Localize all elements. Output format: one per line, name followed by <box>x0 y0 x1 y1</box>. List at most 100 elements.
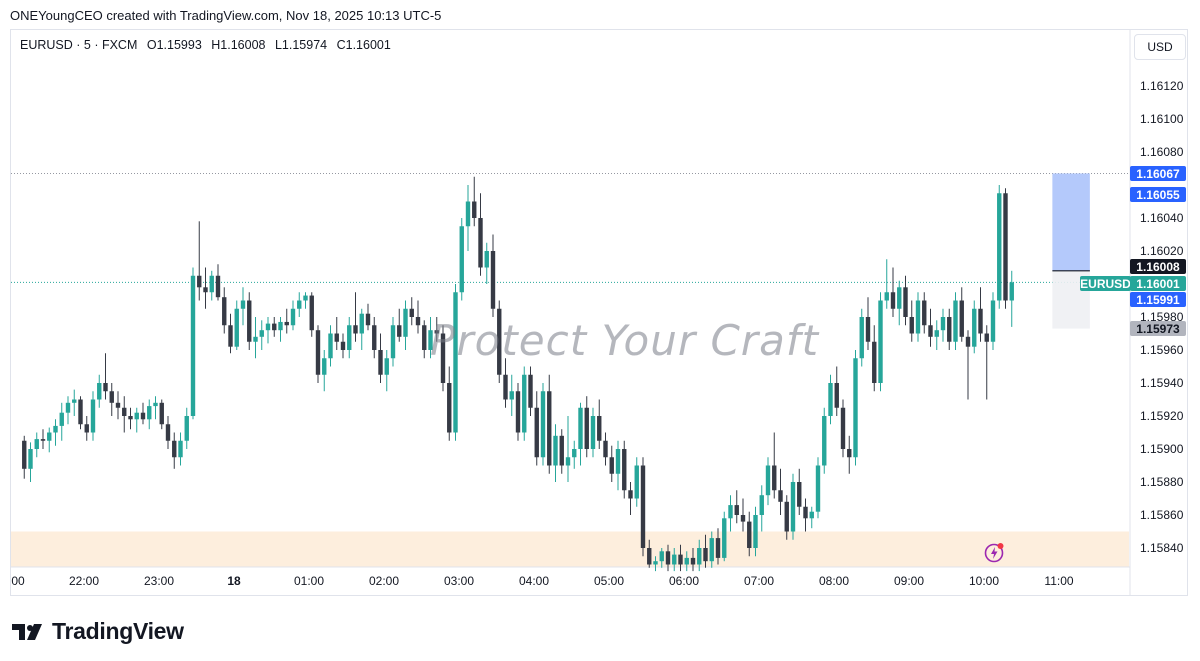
legend-open: O1.15993 <box>146 38 202 52</box>
candle-body <box>128 416 133 420</box>
x-tick-label: 01:00 <box>294 574 324 588</box>
x-tick-label: 10:00 <box>969 574 999 588</box>
candle-body <box>940 317 946 331</box>
candle-body <box>28 449 33 469</box>
candle-body <box>390 325 396 359</box>
y-tick-label: 1.16080 <box>1140 145 1184 159</box>
candle-body <box>272 323 277 331</box>
tradingview-logo-icon <box>12 623 42 640</box>
candle-body <box>865 317 871 342</box>
candle-body <box>265 323 271 331</box>
x-tick-label: 05:00 <box>594 574 624 588</box>
candle-body <box>40 439 46 441</box>
price-tag-low: 1.15991 <box>1130 292 1186 307</box>
price-tag-high: 1.16055 <box>1130 187 1186 202</box>
candle-body <box>484 251 489 268</box>
y-tick-label: 1.15940 <box>1140 376 1184 390</box>
candle-body <box>790 482 796 532</box>
y-tick-label: 1.15840 <box>1140 541 1184 555</box>
candle-body <box>384 358 389 375</box>
candle-body <box>734 505 739 515</box>
candle-body <box>678 554 683 565</box>
candle-body <box>359 313 364 334</box>
currency-button[interactable]: USD <box>1134 34 1186 60</box>
candle-body <box>203 287 208 293</box>
symbol-legend: EURUSD · 5 · FXCM O1.15993 H1.16008 L1.1… <box>20 38 397 52</box>
candle-body <box>634 465 639 499</box>
candle-body <box>334 333 339 342</box>
candle-body <box>772 465 777 491</box>
candle-body <box>809 511 814 519</box>
price-tag-current: 1.16001 <box>1130 276 1186 291</box>
x-tick-label: 08:00 <box>819 574 849 588</box>
candle-body <box>659 551 664 562</box>
candle-body <box>59 412 64 426</box>
candle-body <box>528 374 533 408</box>
candle-body <box>259 330 264 337</box>
candle-body <box>222 297 227 326</box>
candle-body <box>765 465 771 496</box>
candle-body <box>722 518 727 558</box>
candle-body <box>840 407 846 449</box>
candle-body <box>578 407 583 449</box>
candle-body <box>122 407 127 416</box>
candle-body <box>422 325 427 350</box>
candle-body <box>897 287 902 309</box>
candle-body <box>553 435 558 466</box>
chart-frame[interactable] <box>10 29 1188 596</box>
candle-body <box>622 449 627 491</box>
candle-body <box>590 416 596 449</box>
candle-body <box>965 336 971 347</box>
candle-body <box>697 548 702 565</box>
candle-body <box>665 551 671 565</box>
y-tick-label: 1.15900 <box>1140 442 1184 456</box>
price-tag-target: 1.16067 <box>1130 166 1186 181</box>
candle-body <box>47 432 52 441</box>
candle-body <box>647 548 652 565</box>
candle-body <box>815 465 821 512</box>
candle-body <box>228 325 233 347</box>
candle-body <box>197 275 202 288</box>
candle-body <box>53 425 58 433</box>
x-tick-label: 09:00 <box>894 574 924 588</box>
candle-body <box>290 308 296 326</box>
candle-body <box>715 538 721 558</box>
x-tick-label: 06:00 <box>669 574 699 588</box>
legend-symbol: EURUSD · 5 · FXCM <box>20 38 138 52</box>
x-tick-label: 11:00 <box>1044 574 1073 588</box>
candle-body <box>603 440 608 458</box>
candle-body <box>928 325 933 337</box>
candle-body <box>72 399 77 403</box>
legend-close: C1.16001 <box>336 38 391 52</box>
candle-body <box>540 391 546 458</box>
candle-body <box>90 399 96 433</box>
x-tick-label: 04:00 <box>519 574 549 588</box>
candle-body <box>753 515 758 548</box>
x-tick-label: 07:00 <box>744 574 774 588</box>
candle-body <box>915 300 921 334</box>
candle-body <box>472 201 477 218</box>
lightning-alert-icon[interactable] <box>983 541 1005 563</box>
candle-body <box>378 350 383 375</box>
y-tick-label: 1.16020 <box>1140 244 1184 258</box>
candle-body <box>278 321 283 331</box>
candle-body <box>547 391 552 466</box>
target-zone <box>1052 173 1090 271</box>
candle-body <box>415 317 421 326</box>
candle-body <box>559 435 564 466</box>
candle-body <box>828 383 833 416</box>
candle-body <box>397 325 402 337</box>
candle-body <box>240 300 246 309</box>
candle-body <box>478 218 483 268</box>
candle-body <box>609 457 614 474</box>
candle-body <box>628 490 633 499</box>
candle-body <box>978 308 983 334</box>
tradingview-logo[interactable]: TradingView <box>12 618 184 645</box>
candle-body <box>459 226 464 293</box>
candle-body <box>672 554 677 565</box>
y-tick-label: 1.16120 <box>1140 79 1184 93</box>
candle-body <box>428 330 433 350</box>
y-tick-label: 1.15980 <box>1140 310 1184 324</box>
candle-body <box>309 295 314 331</box>
